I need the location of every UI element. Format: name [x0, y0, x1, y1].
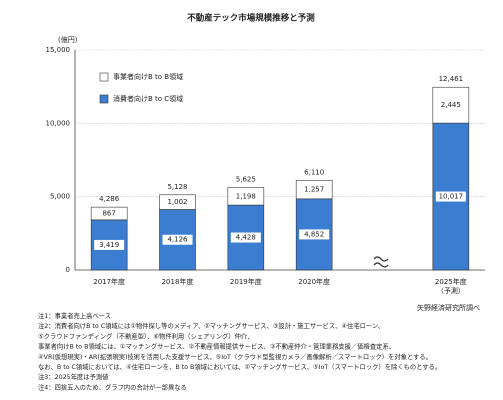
legend-swatch	[99, 72, 109, 82]
axis-break	[373, 256, 389, 268]
bar-segment	[227, 187, 265, 206]
break-wave	[373, 256, 389, 262]
total-label: 12,461	[439, 75, 464, 83]
legend-label: 消費者向けB to C領域	[113, 94, 183, 103]
total-label: 5,625	[236, 176, 256, 184]
note: ④VR(仮想現実)・AR(拡張現実)技術を活用した支援サービス、⑤IoT（クラウ…	[38, 352, 432, 361]
x-tick-label: 2025年度 （予測）	[434, 278, 467, 295]
note: 注1：事業者売上高ベース	[38, 311, 111, 320]
bar-segment	[432, 86, 470, 124]
note: 注4：四捨五入のため、グラフ内の合計が一部異なる	[38, 382, 187, 391]
value-label-box	[299, 229, 330, 240]
x-tick-label: 2019年度	[229, 278, 262, 286]
total-label: 4,286	[99, 195, 120, 203]
bar-segment	[295, 180, 333, 200]
y-tick-label: 5,000	[50, 193, 70, 201]
legend-label: 事業者向けB to B領域	[113, 72, 183, 81]
y-tick-label: 0	[66, 266, 70, 274]
value-label: 2,445	[441, 101, 461, 109]
note: 注2：消費者向けB to C領域には①物件探し等のメディア、②マッチングサービス…	[38, 321, 384, 330]
value-label-box	[230, 232, 261, 243]
bar-segment	[90, 206, 128, 221]
value-label-box	[162, 234, 193, 245]
value-label: 10,017	[439, 193, 464, 201]
x-tick-label: 2020年度	[298, 278, 331, 286]
legend-swatch	[99, 94, 109, 104]
note: なお、B to C領域においては、④住宅ローンを、B to B領域においては、②…	[38, 362, 441, 371]
value-label: 4,852	[304, 230, 324, 238]
total-label: 6,110	[304, 168, 324, 176]
value-label: 1,198	[236, 192, 256, 200]
break-wave	[373, 262, 389, 268]
y-tick-label: 10,000	[46, 119, 71, 127]
total-label: 5,128	[167, 183, 187, 191]
note: ⑤クラウドファンディング（不動産型）、⑥物件利用（シェアリング）仲介、	[38, 331, 254, 340]
value-label: 1,002	[167, 198, 187, 206]
y-axis-label: (億円)	[58, 35, 78, 44]
value-label: 867	[102, 209, 115, 217]
note: 事業者向けB to B領域には、①マッチングサービス、②不動産情報提供サービス、…	[38, 342, 395, 351]
value-label-box	[94, 239, 125, 250]
source: 矢野経済研究所調べ	[417, 303, 480, 312]
chart-title: 不動産テック市場規模推移と予測	[187, 13, 315, 24]
x-tick-label: 2017年度	[93, 278, 126, 286]
note: 注3：2025年度は予測値	[38, 372, 109, 381]
y-tick-label: 15,000	[46, 46, 71, 54]
bar-segment	[159, 194, 196, 210]
value-label: 4,428	[236, 234, 256, 242]
value-label: 1,257	[304, 186, 324, 194]
value-label-box	[435, 191, 466, 202]
x-tick-label: 2018年度	[161, 278, 194, 286]
value-label: 3,419	[99, 241, 119, 249]
value-label: 4,126	[167, 236, 188, 244]
